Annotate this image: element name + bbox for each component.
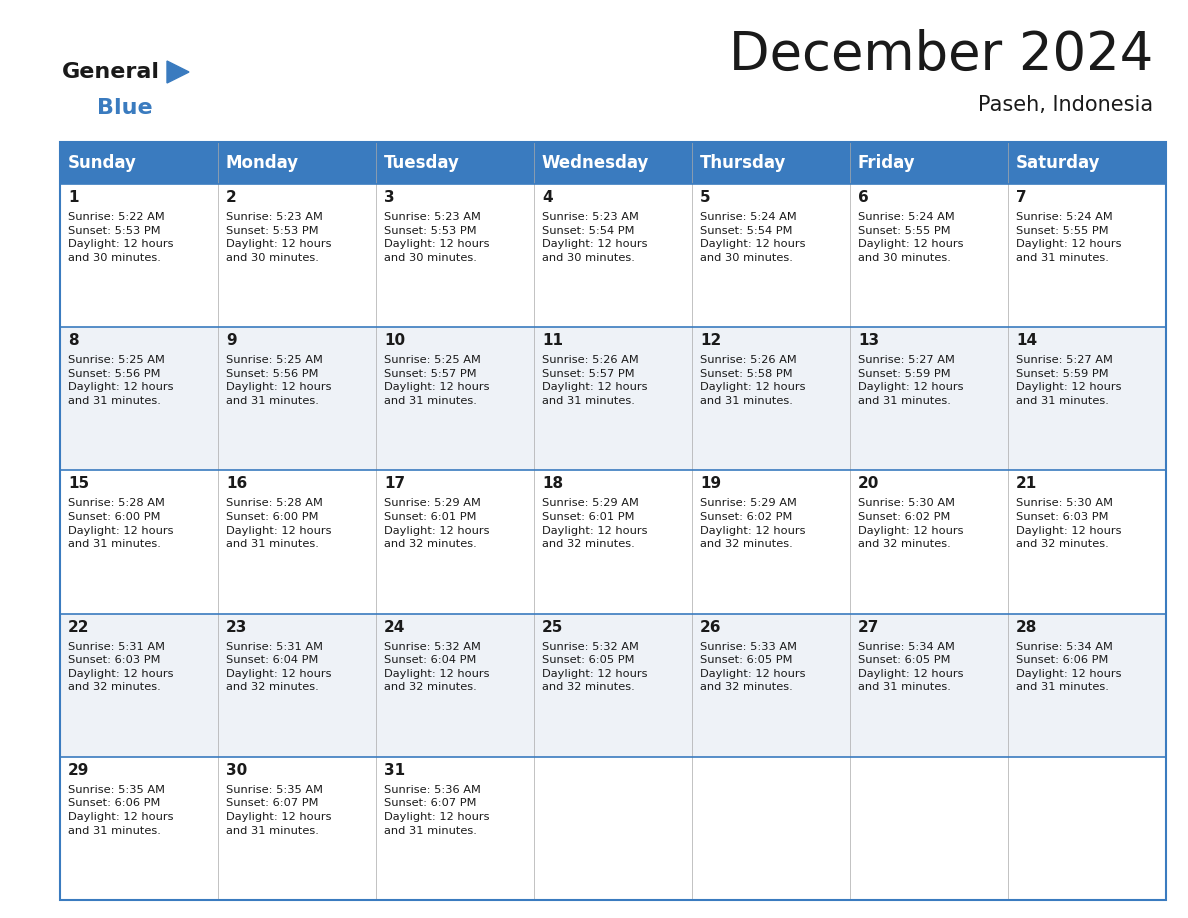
- Text: Sunrise: 5:32 AM
Sunset: 6:05 PM
Daylight: 12 hours
and 32 minutes.: Sunrise: 5:32 AM Sunset: 6:05 PM Dayligh…: [542, 642, 647, 692]
- Text: Sunrise: 5:29 AM
Sunset: 6:01 PM
Daylight: 12 hours
and 32 minutes.: Sunrise: 5:29 AM Sunset: 6:01 PM Dayligh…: [542, 498, 647, 549]
- Text: 13: 13: [858, 333, 879, 348]
- Text: 6: 6: [858, 190, 868, 205]
- Text: Sunrise: 5:33 AM
Sunset: 6:05 PM
Daylight: 12 hours
and 32 minutes.: Sunrise: 5:33 AM Sunset: 6:05 PM Dayligh…: [700, 642, 805, 692]
- Text: 10: 10: [384, 333, 405, 348]
- Text: Sunrise: 5:30 AM
Sunset: 6:03 PM
Daylight: 12 hours
and 32 minutes.: Sunrise: 5:30 AM Sunset: 6:03 PM Dayligh…: [1016, 498, 1121, 549]
- Text: 24: 24: [384, 620, 405, 634]
- Text: Sunrise: 5:32 AM
Sunset: 6:04 PM
Daylight: 12 hours
and 32 minutes.: Sunrise: 5:32 AM Sunset: 6:04 PM Dayligh…: [384, 642, 489, 692]
- Text: 1: 1: [68, 190, 78, 205]
- Text: Sunrise: 5:28 AM
Sunset: 6:00 PM
Daylight: 12 hours
and 31 minutes.: Sunrise: 5:28 AM Sunset: 6:00 PM Dayligh…: [226, 498, 331, 549]
- Text: 9: 9: [226, 333, 236, 348]
- Text: Sunrise: 5:24 AM
Sunset: 5:55 PM
Daylight: 12 hours
and 31 minutes.: Sunrise: 5:24 AM Sunset: 5:55 PM Dayligh…: [1016, 212, 1121, 263]
- Text: 8: 8: [68, 333, 78, 348]
- Text: Sunrise: 5:24 AM
Sunset: 5:54 PM
Daylight: 12 hours
and 30 minutes.: Sunrise: 5:24 AM Sunset: 5:54 PM Dayligh…: [700, 212, 805, 263]
- Text: Sunrise: 5:34 AM
Sunset: 6:06 PM
Daylight: 12 hours
and 31 minutes.: Sunrise: 5:34 AM Sunset: 6:06 PM Dayligh…: [1016, 642, 1121, 692]
- Text: Wednesday: Wednesday: [542, 154, 650, 172]
- Text: 20: 20: [858, 476, 879, 491]
- Text: 14: 14: [1016, 333, 1037, 348]
- Text: 7: 7: [1016, 190, 1026, 205]
- Text: 17: 17: [384, 476, 405, 491]
- Text: Sunrise: 5:30 AM
Sunset: 6:02 PM
Daylight: 12 hours
and 32 minutes.: Sunrise: 5:30 AM Sunset: 6:02 PM Dayligh…: [858, 498, 963, 549]
- Text: December 2024: December 2024: [728, 29, 1154, 81]
- Text: 29: 29: [68, 763, 89, 778]
- Text: Sunrise: 5:22 AM
Sunset: 5:53 PM
Daylight: 12 hours
and 30 minutes.: Sunrise: 5:22 AM Sunset: 5:53 PM Dayligh…: [68, 212, 173, 263]
- Text: 25: 25: [542, 620, 563, 634]
- FancyBboxPatch shape: [61, 613, 1165, 756]
- Text: Sunrise: 5:23 AM
Sunset: 5:53 PM
Daylight: 12 hours
and 30 minutes.: Sunrise: 5:23 AM Sunset: 5:53 PM Dayligh…: [226, 212, 331, 263]
- FancyBboxPatch shape: [61, 327, 1165, 470]
- FancyBboxPatch shape: [61, 470, 1165, 613]
- Text: Sunrise: 5:25 AM
Sunset: 5:56 PM
Daylight: 12 hours
and 31 minutes.: Sunrise: 5:25 AM Sunset: 5:56 PM Dayligh…: [68, 355, 173, 406]
- Text: Sunrise: 5:34 AM
Sunset: 6:05 PM
Daylight: 12 hours
and 31 minutes.: Sunrise: 5:34 AM Sunset: 6:05 PM Dayligh…: [858, 642, 963, 692]
- Text: Sunrise: 5:35 AM
Sunset: 6:07 PM
Daylight: 12 hours
and 31 minutes.: Sunrise: 5:35 AM Sunset: 6:07 PM Dayligh…: [226, 785, 331, 835]
- Text: 3: 3: [384, 190, 394, 205]
- Text: Sunrise: 5:27 AM
Sunset: 5:59 PM
Daylight: 12 hours
and 31 minutes.: Sunrise: 5:27 AM Sunset: 5:59 PM Dayligh…: [1016, 355, 1121, 406]
- Text: 12: 12: [700, 333, 721, 348]
- Text: Sunrise: 5:29 AM
Sunset: 6:01 PM
Daylight: 12 hours
and 32 minutes.: Sunrise: 5:29 AM Sunset: 6:01 PM Dayligh…: [384, 498, 489, 549]
- Text: Sunday: Sunday: [68, 154, 137, 172]
- Text: General: General: [62, 62, 160, 82]
- Text: 19: 19: [700, 476, 721, 491]
- Text: Sunrise: 5:23 AM
Sunset: 5:54 PM
Daylight: 12 hours
and 30 minutes.: Sunrise: 5:23 AM Sunset: 5:54 PM Dayligh…: [542, 212, 647, 263]
- FancyBboxPatch shape: [61, 756, 1165, 900]
- Text: Monday: Monday: [226, 154, 299, 172]
- Text: 31: 31: [384, 763, 405, 778]
- Text: 16: 16: [226, 476, 247, 491]
- Text: 22: 22: [68, 620, 89, 634]
- Text: 23: 23: [226, 620, 247, 634]
- Text: Tuesday: Tuesday: [384, 154, 460, 172]
- Text: Sunrise: 5:31 AM
Sunset: 6:03 PM
Daylight: 12 hours
and 32 minutes.: Sunrise: 5:31 AM Sunset: 6:03 PM Dayligh…: [68, 642, 173, 692]
- FancyBboxPatch shape: [61, 184, 1165, 327]
- Text: Sunrise: 5:25 AM
Sunset: 5:57 PM
Daylight: 12 hours
and 31 minutes.: Sunrise: 5:25 AM Sunset: 5:57 PM Dayligh…: [384, 355, 489, 406]
- Text: Blue: Blue: [97, 98, 152, 118]
- FancyBboxPatch shape: [61, 142, 1165, 184]
- Text: Sunrise: 5:26 AM
Sunset: 5:57 PM
Daylight: 12 hours
and 31 minutes.: Sunrise: 5:26 AM Sunset: 5:57 PM Dayligh…: [542, 355, 647, 406]
- Text: 26: 26: [700, 620, 721, 634]
- Polygon shape: [168, 61, 189, 83]
- Text: 5: 5: [700, 190, 710, 205]
- Text: Sunrise: 5:35 AM
Sunset: 6:06 PM
Daylight: 12 hours
and 31 minutes.: Sunrise: 5:35 AM Sunset: 6:06 PM Dayligh…: [68, 785, 173, 835]
- Text: 18: 18: [542, 476, 563, 491]
- Text: Paseh, Indonesia: Paseh, Indonesia: [978, 95, 1154, 115]
- Text: Sunrise: 5:26 AM
Sunset: 5:58 PM
Daylight: 12 hours
and 31 minutes.: Sunrise: 5:26 AM Sunset: 5:58 PM Dayligh…: [700, 355, 805, 406]
- Text: Sunrise: 5:29 AM
Sunset: 6:02 PM
Daylight: 12 hours
and 32 minutes.: Sunrise: 5:29 AM Sunset: 6:02 PM Dayligh…: [700, 498, 805, 549]
- Text: Sunrise: 5:24 AM
Sunset: 5:55 PM
Daylight: 12 hours
and 30 minutes.: Sunrise: 5:24 AM Sunset: 5:55 PM Dayligh…: [858, 212, 963, 263]
- Text: Sunrise: 5:28 AM
Sunset: 6:00 PM
Daylight: 12 hours
and 31 minutes.: Sunrise: 5:28 AM Sunset: 6:00 PM Dayligh…: [68, 498, 173, 549]
- Text: 30: 30: [226, 763, 247, 778]
- Text: Sunrise: 5:31 AM
Sunset: 6:04 PM
Daylight: 12 hours
and 32 minutes.: Sunrise: 5:31 AM Sunset: 6:04 PM Dayligh…: [226, 642, 331, 692]
- Text: Friday: Friday: [858, 154, 916, 172]
- Text: Sunrise: 5:36 AM
Sunset: 6:07 PM
Daylight: 12 hours
and 31 minutes.: Sunrise: 5:36 AM Sunset: 6:07 PM Dayligh…: [384, 785, 489, 835]
- Text: 11: 11: [542, 333, 563, 348]
- Text: 28: 28: [1016, 620, 1037, 634]
- Text: 21: 21: [1016, 476, 1037, 491]
- Text: 2: 2: [226, 190, 236, 205]
- Text: 4: 4: [542, 190, 552, 205]
- Text: 27: 27: [858, 620, 879, 634]
- Text: Sunrise: 5:27 AM
Sunset: 5:59 PM
Daylight: 12 hours
and 31 minutes.: Sunrise: 5:27 AM Sunset: 5:59 PM Dayligh…: [858, 355, 963, 406]
- Text: Saturday: Saturday: [1016, 154, 1100, 172]
- Text: 15: 15: [68, 476, 89, 491]
- Text: Sunrise: 5:25 AM
Sunset: 5:56 PM
Daylight: 12 hours
and 31 minutes.: Sunrise: 5:25 AM Sunset: 5:56 PM Dayligh…: [226, 355, 331, 406]
- Text: Sunrise: 5:23 AM
Sunset: 5:53 PM
Daylight: 12 hours
and 30 minutes.: Sunrise: 5:23 AM Sunset: 5:53 PM Dayligh…: [384, 212, 489, 263]
- Text: Thursday: Thursday: [700, 154, 786, 172]
